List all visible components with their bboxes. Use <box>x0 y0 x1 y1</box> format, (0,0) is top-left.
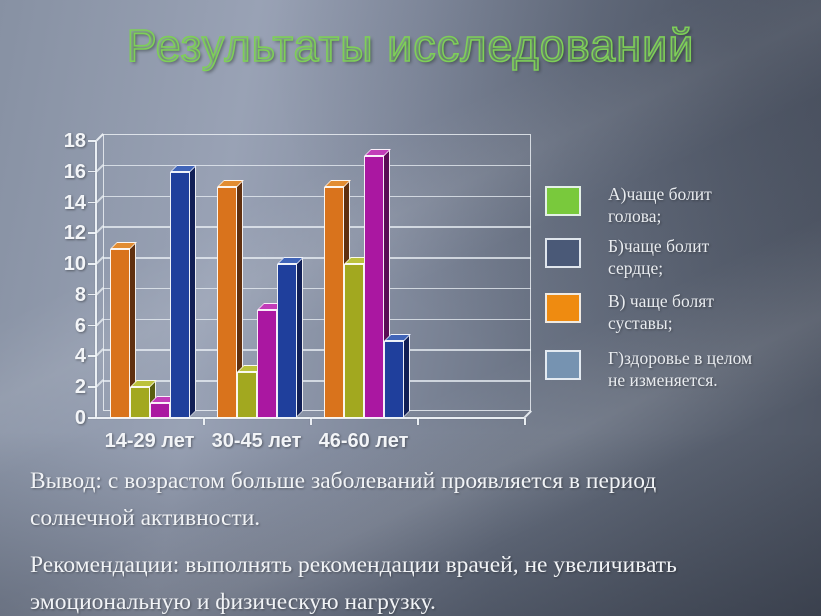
y-axis-tick-label: 8 <box>74 283 86 306</box>
bar-side-Г-0 <box>189 164 196 418</box>
x-axis-tick <box>310 418 312 425</box>
page-title: Результаты исследований <box>126 19 695 72</box>
bar-front-Б-1 <box>257 310 277 418</box>
legend-swatch-a <box>545 186 581 216</box>
bar-front-Б-2 <box>364 156 384 418</box>
bar-front-Б-0 <box>150 402 170 418</box>
y-axis-tick-label: 14 <box>63 191 86 214</box>
legend-label-g-line2: не изменяется. <box>608 370 718 390</box>
y-axis-tick-label: 12 <box>63 222 86 245</box>
y-axis-tick-label: 6 <box>74 314 86 337</box>
bar-front-В-0 <box>110 248 130 418</box>
legend-label-a: А)чаще болит голова; <box>608 183 803 227</box>
legend-label-b: Б)чаще болит сердце; <box>608 235 803 279</box>
y-axis-tick-label: 18 <box>63 130 86 152</box>
legend-label-g-line1: Г)здоровье в целом <box>608 348 753 368</box>
y-axis-tick <box>88 201 96 204</box>
legend-label-g: Г)здоровье в целом не изменяется. <box>608 347 803 391</box>
bar-front-А-2 <box>344 264 364 418</box>
grid-line <box>103 349 531 351</box>
bar-front-Г-2 <box>384 341 404 418</box>
y-axis-line <box>95 141 97 418</box>
recommendation-line2: эмоциональную и физическую нагрузку. <box>30 589 436 615</box>
legend-label-v: В) чаще болят суставы; <box>608 290 803 334</box>
recommendation-text: Рекомендации: выполнять рекомендации вра… <box>30 547 810 616</box>
bar-front-А-0 <box>130 387 150 418</box>
y-axis-tick <box>88 170 96 173</box>
y-axis-tick <box>88 355 96 357</box>
x-axis-label-1: 30-45 лет <box>211 430 302 452</box>
legend-label-v-line1: В) чаще болят <box>608 291 714 311</box>
bar-front-В-2 <box>324 187 344 418</box>
y-axis-tick-label: 2 <box>74 376 86 399</box>
legend-label-b-line2: сердце; <box>608 258 664 278</box>
y-axis-tick-label: 0 <box>74 407 86 429</box>
x-axis-label-2: 46-60 лет <box>318 430 409 452</box>
grid-line <box>103 287 531 290</box>
x-axis-tick <box>203 418 205 425</box>
bar-side-Г-2 <box>403 334 410 418</box>
y-axis-tick-label: 10 <box>63 253 86 276</box>
x-axis-tick <box>524 418 526 425</box>
legend-swatch-v <box>545 293 581 323</box>
grid-line <box>103 226 531 228</box>
y-axis-tick <box>88 386 96 388</box>
legend-swatch-b <box>545 238 581 268</box>
legend-label-v-line2: суставы; <box>608 313 673 333</box>
plot-back-wall <box>103 134 531 411</box>
x-axis-tick <box>417 418 419 425</box>
grid-line <box>103 380 531 382</box>
y-axis-tick <box>88 140 96 142</box>
grid-line <box>103 318 531 321</box>
bar-front-Г-0 <box>170 171 190 418</box>
legend-swatch-g <box>545 350 581 380</box>
bar-front-А-1 <box>237 371 257 418</box>
y-axis-tick-label: 4 <box>74 345 86 368</box>
recommendation-line1: Рекомендации: выполнять рекомендации вра… <box>30 552 677 578</box>
grid-line <box>103 195 531 198</box>
conclusion-text: Вывод: с возрастом больше заболеваний пр… <box>30 463 810 537</box>
grid-line <box>103 164 531 167</box>
bar-side-Г-1 <box>296 257 303 418</box>
conclusion-line1: Вывод: с возрастом больше заболеваний пр… <box>30 468 657 494</box>
conclusion-line2: солнечной активности. <box>30 505 261 531</box>
bar-front-В-1 <box>217 187 237 418</box>
bar-front-Г-1 <box>277 264 297 418</box>
y-axis-tick <box>88 293 96 296</box>
y-axis-tick <box>88 232 96 234</box>
y-axis-tick <box>88 324 96 327</box>
y-axis-tick <box>88 263 96 265</box>
x-axis-label-0: 14-29 лет <box>104 430 195 452</box>
legend-label-a-line1: А)чаще болит <box>608 184 712 204</box>
legend-label-b-line1: Б)чаще болит <box>608 236 710 256</box>
y-axis-tick-label: 16 <box>63 160 86 183</box>
y-axis-tick <box>88 417 96 419</box>
grid-line <box>103 257 531 259</box>
legend-label-a-line2: голова; <box>608 206 662 226</box>
